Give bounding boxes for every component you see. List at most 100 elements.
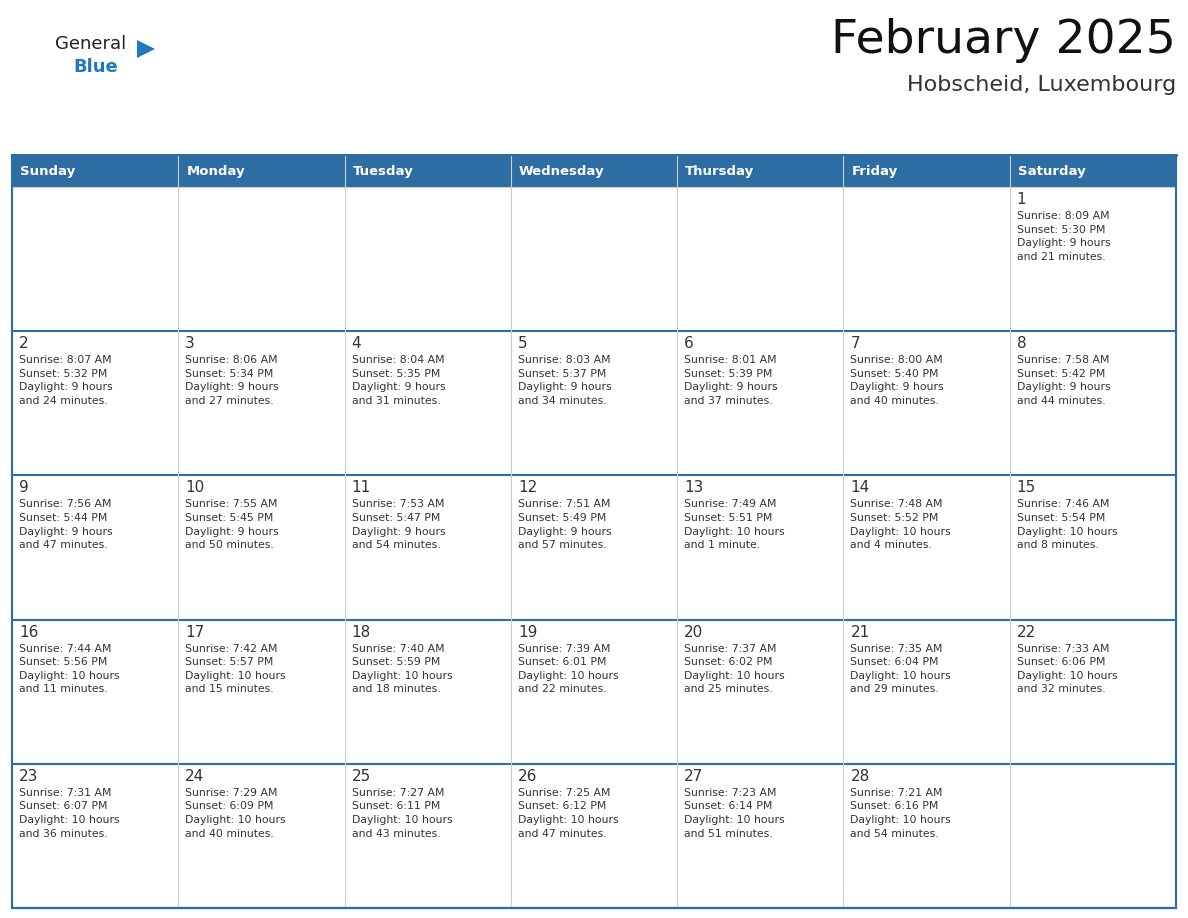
Bar [345,331,511,476]
Text: Hobscheid, Luxembourg: Hobscheid, Luxembourg [906,75,1176,95]
Text: 17: 17 [185,624,204,640]
Bar [677,187,843,331]
Text: Sunrise: 7:25 AM
Sunset: 6:12 PM
Daylight: 10 hours
and 47 minutes.: Sunrise: 7:25 AM Sunset: 6:12 PM Dayligh… [518,788,619,839]
Text: 20: 20 [684,624,703,640]
Text: Sunrise: 7:23 AM
Sunset: 6:14 PM
Daylight: 10 hours
and 51 minutes.: Sunrise: 7:23 AM Sunset: 6:14 PM Dayligh… [684,788,785,839]
Text: 15: 15 [1017,480,1036,496]
Bar [511,187,677,331]
Bar [511,620,677,764]
Text: 24: 24 [185,768,204,784]
Text: Sunrise: 7:49 AM
Sunset: 5:51 PM
Daylight: 10 hours
and 1 minute.: Sunrise: 7:49 AM Sunset: 5:51 PM Dayligh… [684,499,785,550]
Polygon shape [137,40,154,58]
Text: Sunrise: 7:48 AM
Sunset: 5:52 PM
Daylight: 10 hours
and 4 minutes.: Sunrise: 7:48 AM Sunset: 5:52 PM Dayligh… [851,499,952,550]
Text: Sunday: Sunday [20,164,75,177]
Text: 5: 5 [518,336,527,352]
Text: 26: 26 [518,768,537,784]
Text: Tuesday: Tuesday [353,164,413,177]
Bar [511,764,677,908]
Bar [1010,331,1176,476]
Text: 11: 11 [352,480,371,496]
Bar [12,155,178,187]
Bar [1010,620,1176,764]
Text: 2: 2 [19,336,29,352]
Bar [178,187,345,331]
Text: Sunrise: 8:01 AM
Sunset: 5:39 PM
Daylight: 9 hours
and 37 minutes.: Sunrise: 8:01 AM Sunset: 5:39 PM Dayligh… [684,355,778,406]
Bar [178,476,345,620]
Bar [677,764,843,908]
Bar [677,331,843,476]
Text: Sunrise: 7:31 AM
Sunset: 6:07 PM
Daylight: 10 hours
and 36 minutes.: Sunrise: 7:31 AM Sunset: 6:07 PM Dayligh… [19,788,120,839]
Text: 21: 21 [851,624,870,640]
Text: 6: 6 [684,336,694,352]
Text: 19: 19 [518,624,537,640]
Bar [12,620,178,764]
Bar [12,155,1176,908]
Text: Sunrise: 7:42 AM
Sunset: 5:57 PM
Daylight: 10 hours
and 15 minutes.: Sunrise: 7:42 AM Sunset: 5:57 PM Dayligh… [185,644,286,694]
Text: Sunrise: 7:40 AM
Sunset: 5:59 PM
Daylight: 10 hours
and 18 minutes.: Sunrise: 7:40 AM Sunset: 5:59 PM Dayligh… [352,644,453,694]
Bar [1010,476,1176,620]
Text: Monday: Monday [187,164,245,177]
Bar [1010,764,1176,908]
Bar [511,476,677,620]
Bar [345,187,511,331]
Text: Sunrise: 7:37 AM
Sunset: 6:02 PM
Daylight: 10 hours
and 25 minutes.: Sunrise: 7:37 AM Sunset: 6:02 PM Dayligh… [684,644,785,694]
Text: 23: 23 [19,768,38,784]
Bar [178,620,345,764]
Text: 14: 14 [851,480,870,496]
Text: Sunrise: 7:55 AM
Sunset: 5:45 PM
Daylight: 9 hours
and 50 minutes.: Sunrise: 7:55 AM Sunset: 5:45 PM Dayligh… [185,499,279,550]
Text: Sunrise: 8:04 AM
Sunset: 5:35 PM
Daylight: 9 hours
and 31 minutes.: Sunrise: 8:04 AM Sunset: 5:35 PM Dayligh… [352,355,446,406]
Bar [511,331,677,476]
Text: Sunrise: 7:29 AM
Sunset: 6:09 PM
Daylight: 10 hours
and 40 minutes.: Sunrise: 7:29 AM Sunset: 6:09 PM Dayligh… [185,788,286,839]
Text: Sunrise: 7:33 AM
Sunset: 6:06 PM
Daylight: 10 hours
and 32 minutes.: Sunrise: 7:33 AM Sunset: 6:06 PM Dayligh… [1017,644,1118,694]
Bar [345,155,511,187]
Text: Sunrise: 7:46 AM
Sunset: 5:54 PM
Daylight: 10 hours
and 8 minutes.: Sunrise: 7:46 AM Sunset: 5:54 PM Dayligh… [1017,499,1118,550]
Bar [843,476,1010,620]
Text: Wednesday: Wednesday [519,164,605,177]
Text: Sunrise: 8:07 AM
Sunset: 5:32 PM
Daylight: 9 hours
and 24 minutes.: Sunrise: 8:07 AM Sunset: 5:32 PM Dayligh… [19,355,113,406]
Text: Saturday: Saturday [1018,164,1086,177]
Bar [843,764,1010,908]
Text: 12: 12 [518,480,537,496]
Text: General: General [55,35,126,53]
Text: 27: 27 [684,768,703,784]
Text: Sunrise: 7:44 AM
Sunset: 5:56 PM
Daylight: 10 hours
and 11 minutes.: Sunrise: 7:44 AM Sunset: 5:56 PM Dayligh… [19,644,120,694]
Bar [843,187,1010,331]
Bar [843,331,1010,476]
Text: 7: 7 [851,336,860,352]
Text: Sunrise: 7:35 AM
Sunset: 6:04 PM
Daylight: 10 hours
and 29 minutes.: Sunrise: 7:35 AM Sunset: 6:04 PM Dayligh… [851,644,952,694]
Text: Sunrise: 7:53 AM
Sunset: 5:47 PM
Daylight: 9 hours
and 54 minutes.: Sunrise: 7:53 AM Sunset: 5:47 PM Dayligh… [352,499,446,550]
Text: 10: 10 [185,480,204,496]
Bar [12,476,178,620]
Text: Sunrise: 8:03 AM
Sunset: 5:37 PM
Daylight: 9 hours
and 34 minutes.: Sunrise: 8:03 AM Sunset: 5:37 PM Dayligh… [518,355,612,406]
Text: Sunrise: 7:39 AM
Sunset: 6:01 PM
Daylight: 10 hours
and 22 minutes.: Sunrise: 7:39 AM Sunset: 6:01 PM Dayligh… [518,644,619,694]
Bar [12,331,178,476]
Bar [1010,187,1176,331]
Bar [677,155,843,187]
Text: February 2025: February 2025 [832,18,1176,63]
Text: Sunrise: 7:27 AM
Sunset: 6:11 PM
Daylight: 10 hours
and 43 minutes.: Sunrise: 7:27 AM Sunset: 6:11 PM Dayligh… [352,788,453,839]
Text: 13: 13 [684,480,703,496]
Bar [12,187,178,331]
Text: 25: 25 [352,768,371,784]
Bar [843,620,1010,764]
Bar [178,764,345,908]
Text: Sunrise: 8:06 AM
Sunset: 5:34 PM
Daylight: 9 hours
and 27 minutes.: Sunrise: 8:06 AM Sunset: 5:34 PM Dayligh… [185,355,279,406]
Text: Sunrise: 7:58 AM
Sunset: 5:42 PM
Daylight: 9 hours
and 44 minutes.: Sunrise: 7:58 AM Sunset: 5:42 PM Dayligh… [1017,355,1111,406]
Bar [843,155,1010,187]
Text: 1: 1 [1017,192,1026,207]
Text: Sunrise: 7:51 AM
Sunset: 5:49 PM
Daylight: 9 hours
and 57 minutes.: Sunrise: 7:51 AM Sunset: 5:49 PM Dayligh… [518,499,612,550]
Bar [178,155,345,187]
Text: Blue: Blue [72,58,118,76]
Text: 8: 8 [1017,336,1026,352]
Text: Friday: Friday [852,164,898,177]
Bar [1010,155,1176,187]
Bar [345,476,511,620]
Bar [511,155,677,187]
Bar [345,620,511,764]
Bar [345,764,511,908]
Text: 4: 4 [352,336,361,352]
Text: 9: 9 [19,480,29,496]
Bar [677,476,843,620]
Text: Thursday: Thursday [685,164,754,177]
Text: 18: 18 [352,624,371,640]
